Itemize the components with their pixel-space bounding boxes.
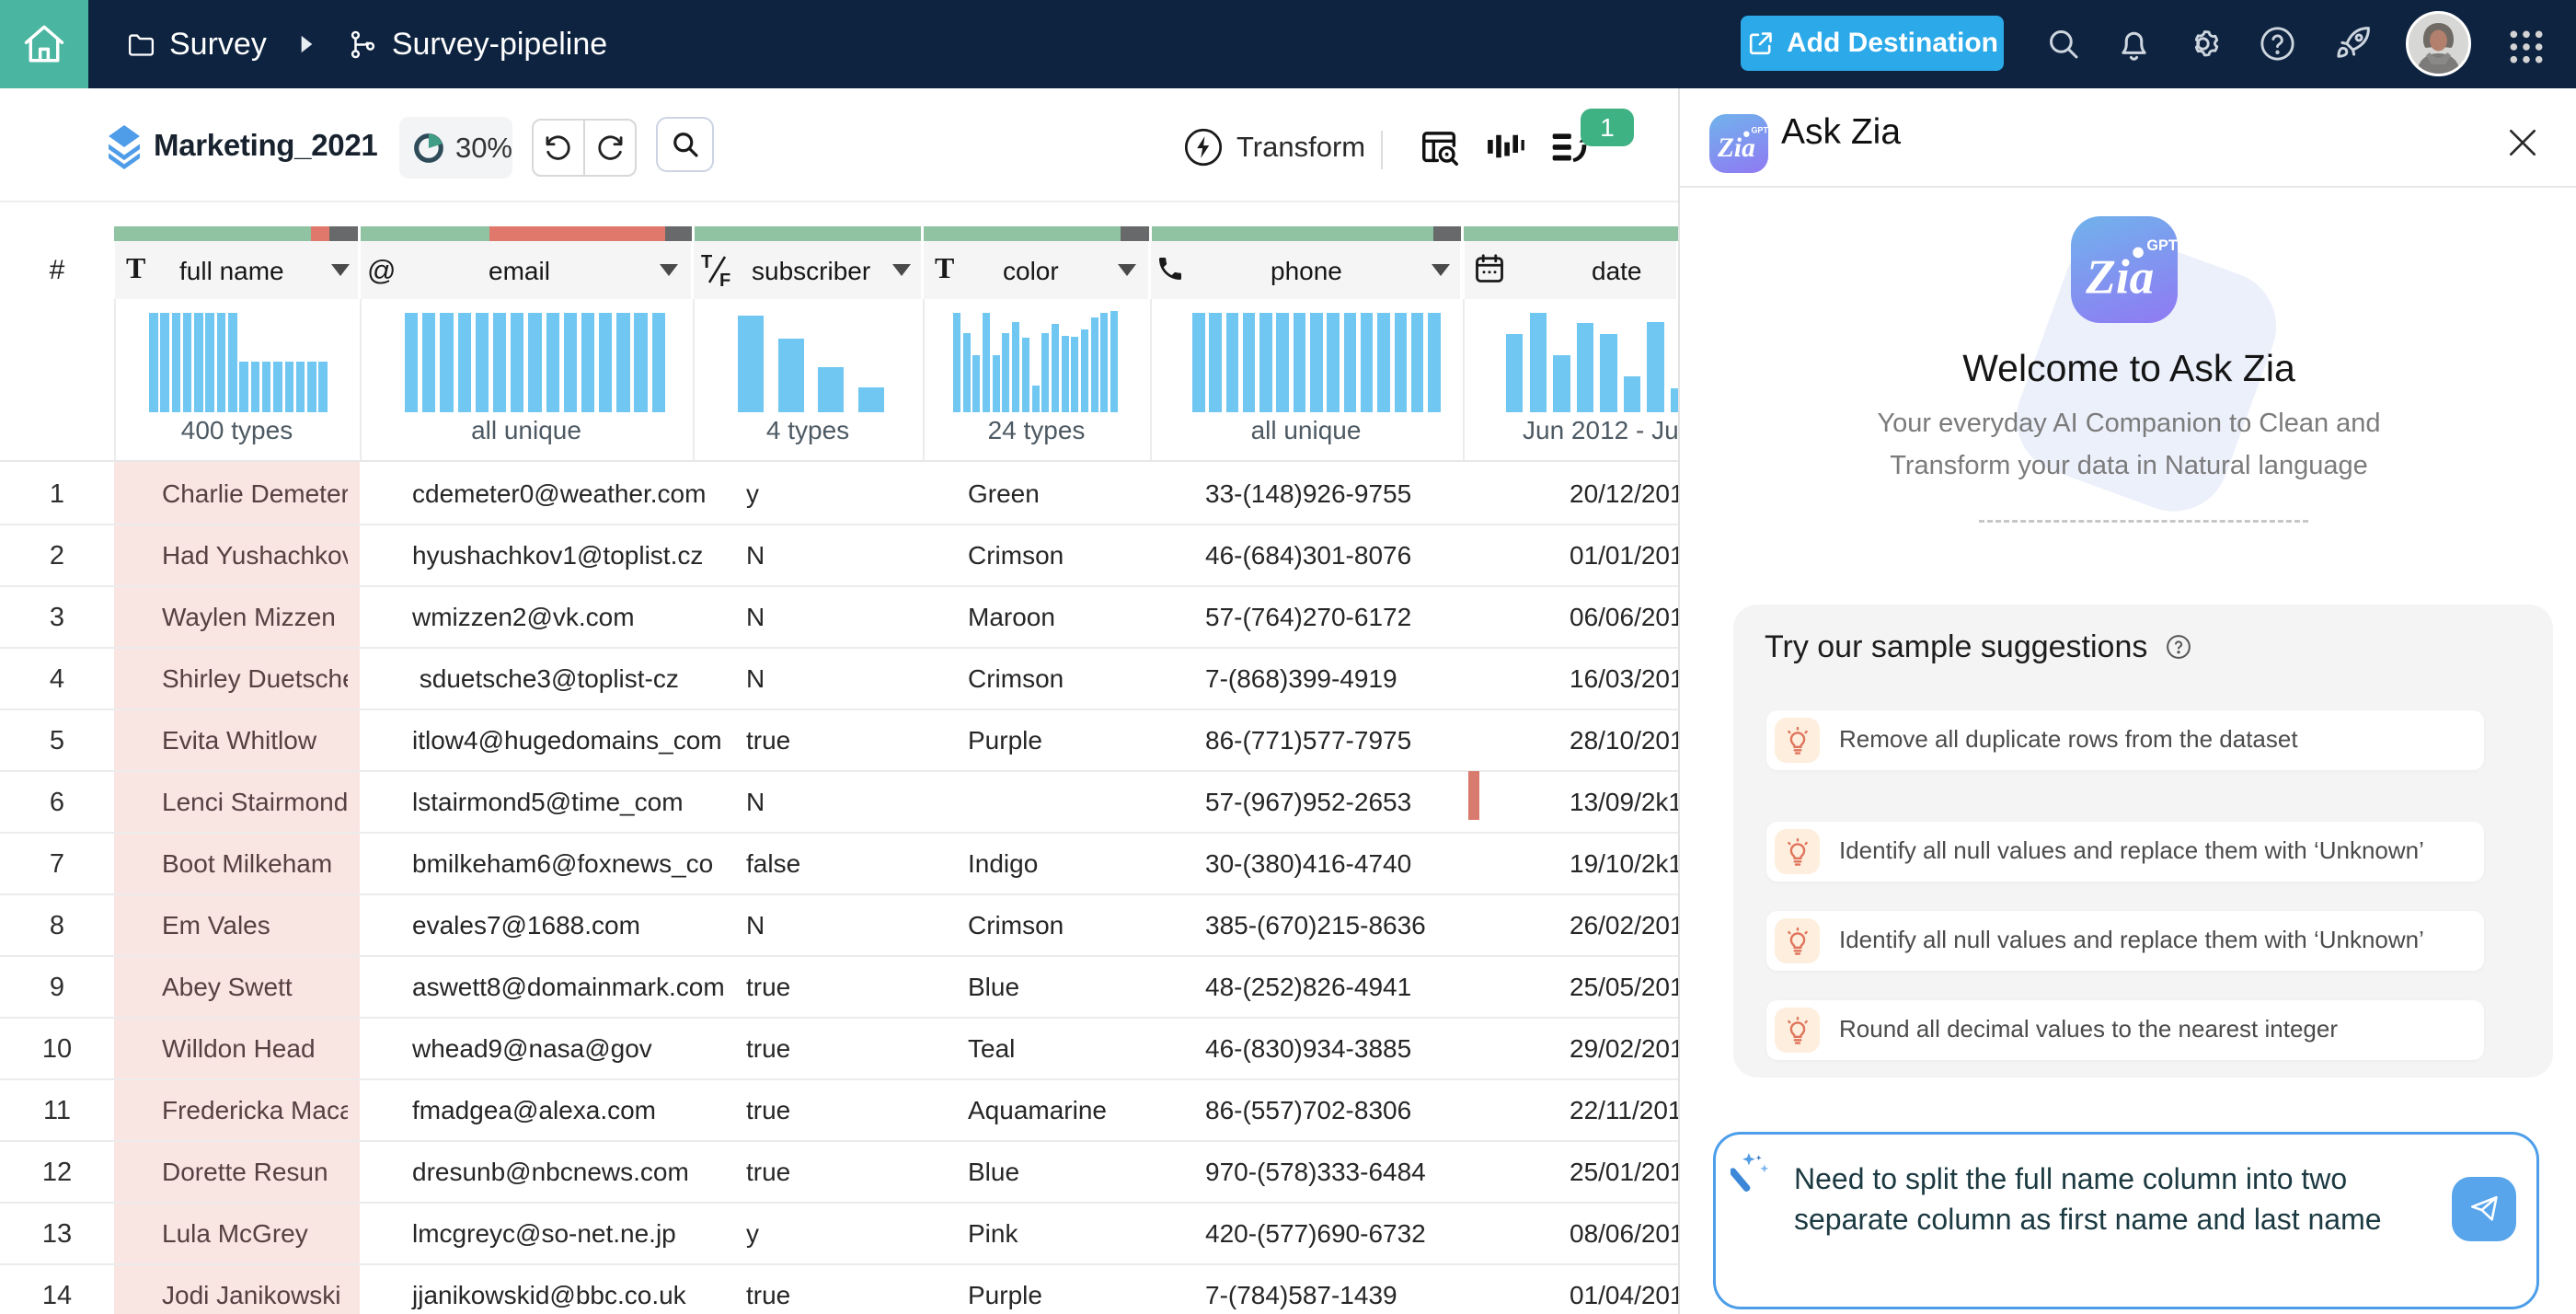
svg-text:Zia: Zia [2085, 249, 2154, 305]
svg-text:GPT: GPT [1751, 125, 1768, 134]
svg-text:GPT: GPT [2146, 237, 2177, 254]
svg-text:F: F [719, 271, 730, 288]
svg-text:T: T [701, 252, 712, 272]
svg-text:Zia: Zia [1717, 133, 1755, 163]
